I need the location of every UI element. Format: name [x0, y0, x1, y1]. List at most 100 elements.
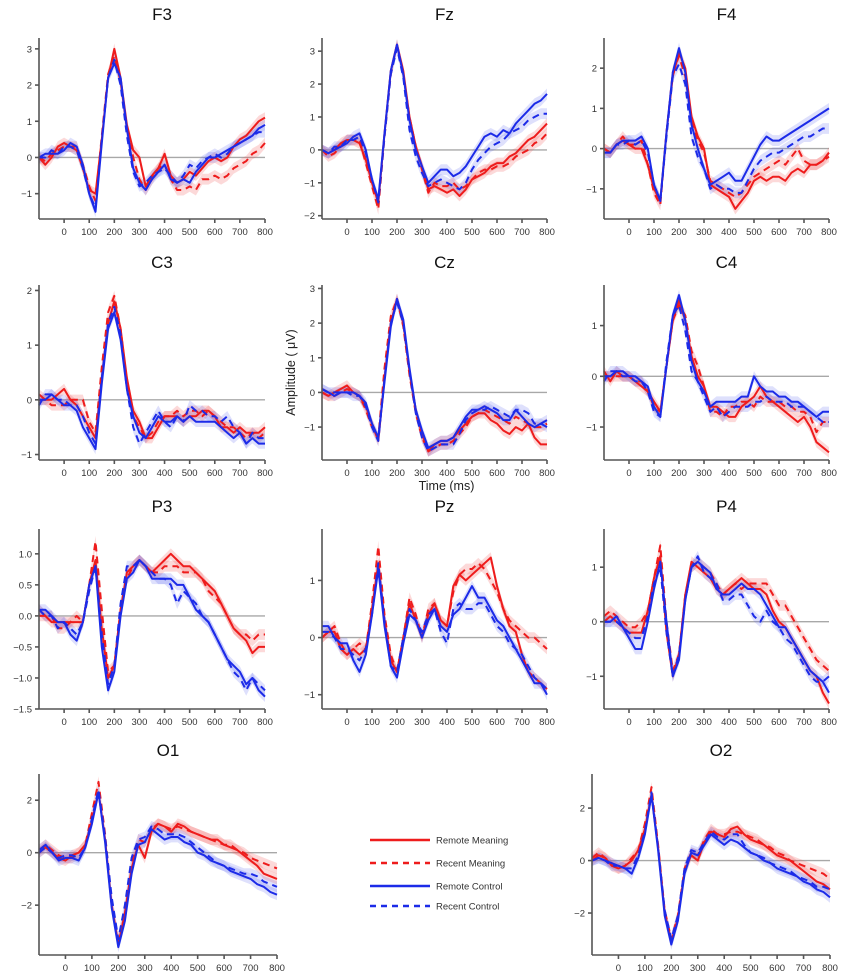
- panel-o2: O2 −2 0 2 0 100 200 300 400 500 600 700 800: [574, 741, 838, 974]
- x-tick-label: 800: [821, 468, 837, 479]
- y-tick-label: 1: [310, 353, 315, 364]
- confidence-band-recent-control: [592, 786, 830, 945]
- series-line-remote-control: [604, 560, 830, 694]
- x-tick-label: 800: [257, 468, 273, 479]
- y-tick-label: 1: [592, 104, 597, 115]
- x-tick-label: 600: [771, 717, 787, 728]
- x-tick-label: 0: [61, 717, 66, 728]
- x-tick-label: 700: [514, 468, 530, 479]
- y-tick-label: 0: [27, 848, 32, 859]
- y-tick-label: −2: [304, 211, 315, 222]
- confidence-band-remote-meaning: [39, 548, 265, 684]
- x-tick-label: 0: [344, 468, 349, 479]
- y-tick-label: −1: [304, 178, 315, 189]
- confidence-band-remote-control: [604, 289, 829, 423]
- y-tick-label: 1: [27, 341, 32, 352]
- legend-label-recent-meaning: Recent Meaning: [436, 859, 505, 870]
- x-tick-label: 500: [746, 468, 762, 479]
- confidence-band-remote-meaning: [322, 293, 547, 457]
- panel-title: P4: [716, 497, 737, 516]
- panel-title: Fz: [435, 5, 454, 24]
- y-tick-label: 3: [310, 284, 315, 295]
- x-tick-label: 0: [61, 468, 66, 479]
- x-axis-label: Time (ms): [419, 479, 475, 493]
- x-tick-label: 300: [690, 963, 706, 974]
- legend-label-remote-meaning: Remote Meaning: [436, 836, 508, 847]
- x-tick-label: 0: [344, 717, 349, 728]
- x-tick-label: 200: [671, 227, 687, 238]
- series-line-remote-control: [39, 559, 266, 698]
- x-tick-label: 700: [232, 227, 248, 238]
- y-tick-label: 0: [310, 633, 315, 644]
- x-tick-label: 500: [746, 227, 762, 238]
- x-tick-label: 200: [671, 717, 687, 728]
- x-tick-label: 700: [232, 468, 248, 479]
- x-tick-label: 800: [539, 468, 555, 479]
- x-tick-label: 700: [796, 227, 812, 238]
- legend: Remote Meaning Recent Meaning Remote Con…: [370, 836, 508, 913]
- x-tick-label: 0: [61, 227, 66, 238]
- panel-title: F3: [152, 5, 172, 24]
- x-tick-label: 200: [671, 468, 687, 479]
- x-tick-label: 700: [514, 717, 530, 728]
- x-tick-label: 100: [364, 468, 380, 479]
- series-line-remote-control: [38, 791, 278, 949]
- y-axis-label: Amplitude ( μV): [284, 329, 298, 415]
- x-tick-label: 800: [821, 227, 837, 238]
- series-line-recent-control: [38, 305, 265, 445]
- x-tick-label: 0: [344, 227, 349, 238]
- x-tick-label: 500: [182, 227, 198, 238]
- x-tick-label: 400: [721, 227, 737, 238]
- panel-title: F4: [717, 5, 737, 24]
- y-tick-label: −1.0: [13, 673, 32, 684]
- x-tick-label: 300: [137, 963, 153, 974]
- x-tick-label: 800: [257, 717, 273, 728]
- x-tick-label: 500: [746, 717, 762, 728]
- panel-title: Cz: [434, 253, 455, 272]
- x-tick-label: 700: [232, 717, 248, 728]
- panel-f3: F3 −1 0 1 2 3 0 100 200 300 400 500 600 700 800: [21, 5, 273, 238]
- x-tick-label: 100: [81, 227, 97, 238]
- y-tick-label: 0: [310, 145, 315, 156]
- x-tick-label: 200: [663, 963, 679, 974]
- y-tick-label: 0: [592, 144, 597, 155]
- x-tick-label: 500: [464, 468, 480, 479]
- series-line-remote-meaning: [38, 47, 266, 195]
- x-tick-label: 100: [81, 717, 97, 728]
- confidence-band-remote-meaning: [39, 296, 265, 444]
- x-tick-label: 500: [464, 227, 480, 238]
- x-tick-label: 400: [157, 227, 173, 238]
- x-tick-label: 500: [464, 717, 480, 728]
- series-line-recent-control: [39, 58, 265, 210]
- legend-label-remote-control: Remote Control: [436, 882, 503, 893]
- confidence-band-recent-meaning: [604, 300, 829, 438]
- panel-title: C4: [716, 253, 738, 272]
- panel-c4: C4 −1 0 1 0 100 200 300 400 500 600 700 800: [586, 253, 837, 479]
- y-tick-label: −1: [586, 672, 597, 683]
- x-tick-label: 400: [163, 963, 179, 974]
- confidence-band-recent-meaning: [322, 39, 547, 215]
- panel-p4: P4 −1 0 1 0 100 200 300 400 500 600 700 800: [586, 497, 837, 728]
- x-tick-label: 100: [81, 468, 97, 479]
- y-tick-label: 1: [27, 117, 32, 128]
- panel-title: P3: [152, 497, 173, 516]
- panel-cz: Cz −1 0 1 2 3 0 100 200 300 400 500 600 700 800 Time (m…: [284, 253, 555, 493]
- series-line-remote-control: [604, 294, 829, 418]
- series-line-remote-control: [39, 311, 265, 451]
- x-tick-label: 300: [696, 227, 712, 238]
- series-line-recent-meaning: [321, 43, 548, 211]
- x-tick-label: 0: [616, 963, 621, 974]
- x-tick-label: 200: [110, 963, 126, 974]
- series-line-recent-control: [321, 301, 548, 453]
- x-tick-label: 600: [207, 717, 223, 728]
- x-tick-label: 300: [132, 468, 148, 479]
- y-tick-label: −1: [304, 423, 315, 434]
- confidence-band-recent-control: [39, 784, 277, 945]
- series-line-remote-control: [322, 568, 548, 696]
- x-tick-label: 0: [626, 717, 631, 728]
- x-tick-label: 300: [414, 468, 430, 479]
- series-line-recent-control: [38, 788, 278, 941]
- x-tick-label: 300: [414, 717, 430, 728]
- y-tick-label: 0: [592, 617, 597, 628]
- y-tick-label: 2: [27, 81, 32, 92]
